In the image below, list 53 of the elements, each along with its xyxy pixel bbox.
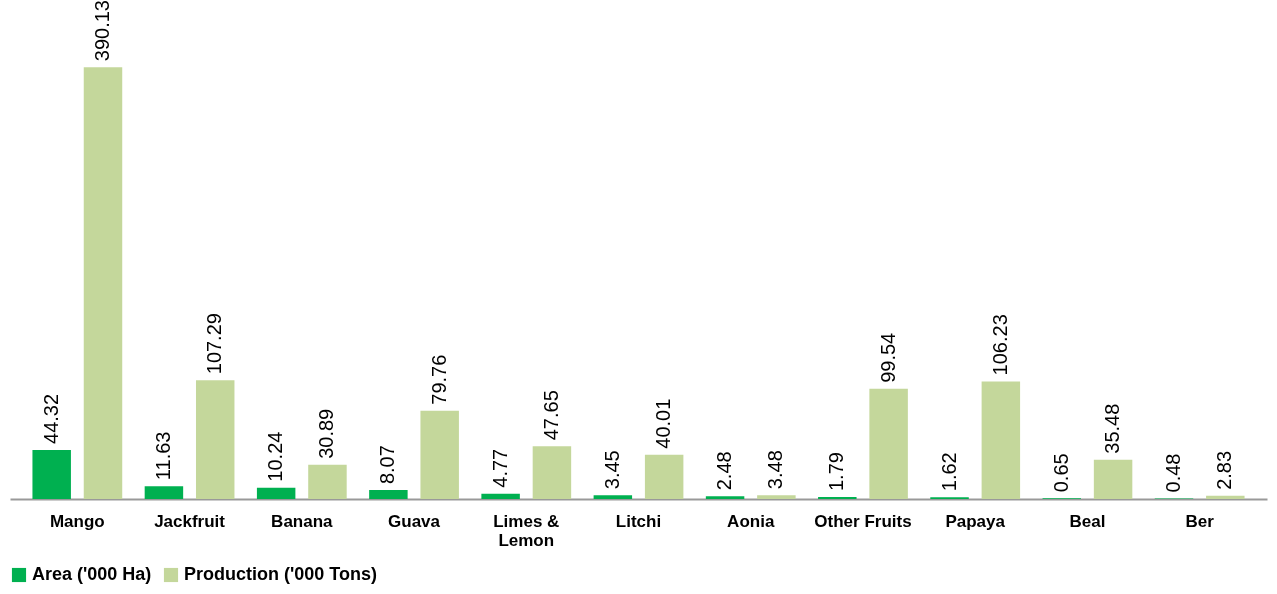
data-label: 107.29 <box>203 313 226 375</box>
x-tick-label: Litchi <box>615 511 662 531</box>
x-tick-label: Aonia <box>727 511 775 531</box>
data-label: 10.24 <box>264 431 287 482</box>
bar <box>757 495 796 499</box>
bar <box>481 493 520 499</box>
bar <box>981 381 1021 499</box>
bar <box>593 495 633 499</box>
data-label: 79.76 <box>427 354 450 405</box>
data-label: 106.23 <box>988 314 1011 376</box>
data-label: 2.83 <box>1213 450 1236 490</box>
data-label: 0.65 <box>1049 453 1072 493</box>
data-label: 4.77 <box>488 448 511 488</box>
x-tick-label: Other Fruits <box>814 511 912 531</box>
x-tick-label: Banana <box>271 511 334 531</box>
data-label: 0.48 <box>1162 453 1185 493</box>
bar <box>256 487 296 499</box>
bar <box>32 449 71 499</box>
data-label: 2.48 <box>713 451 736 491</box>
data-label: 99.54 <box>876 332 899 383</box>
legend-label: Area ('000 Ha) <box>32 564 152 584</box>
x-tick-label: Guava <box>388 511 441 531</box>
data-label: 11.63 <box>151 431 174 481</box>
data-label: 1.62 <box>937 452 960 492</box>
x-tick-label: Beal <box>1069 511 1106 531</box>
bar <box>705 496 745 499</box>
bar <box>869 388 908 499</box>
data-label: 8.07 <box>376 445 399 485</box>
data-label: 1.79 <box>825 452 848 492</box>
bar <box>1093 459 1133 499</box>
data-label: 30.89 <box>315 408 338 459</box>
bar <box>644 454 684 499</box>
x-tick-label: Mango <box>49 511 105 531</box>
bar <box>532 446 572 499</box>
data-label: 35.48 <box>1101 403 1124 454</box>
bar <box>144 486 184 499</box>
data-label: 47.65 <box>539 390 562 441</box>
data-label: 3.48 <box>764 450 787 490</box>
bar <box>195 380 235 499</box>
x-tick-label: Papaya <box>945 511 1006 531</box>
data-label: 44.32 <box>39 393 62 444</box>
bar <box>369 490 408 499</box>
x-tick-label: Limes & Lemon <box>493 511 560 550</box>
bar <box>1206 495 1245 499</box>
data-label: 390.13 <box>90 0 113 62</box>
data-label: 40.01 <box>652 398 675 449</box>
legend-label: Production ('000 Tons) <box>184 564 377 584</box>
x-tick-label: Ber <box>1185 511 1215 531</box>
bar <box>308 464 347 499</box>
bar <box>83 67 123 499</box>
bar <box>420 410 459 499</box>
data-label: 3.45 <box>600 450 623 490</box>
x-tick-label: Jackfruit <box>154 511 226 531</box>
